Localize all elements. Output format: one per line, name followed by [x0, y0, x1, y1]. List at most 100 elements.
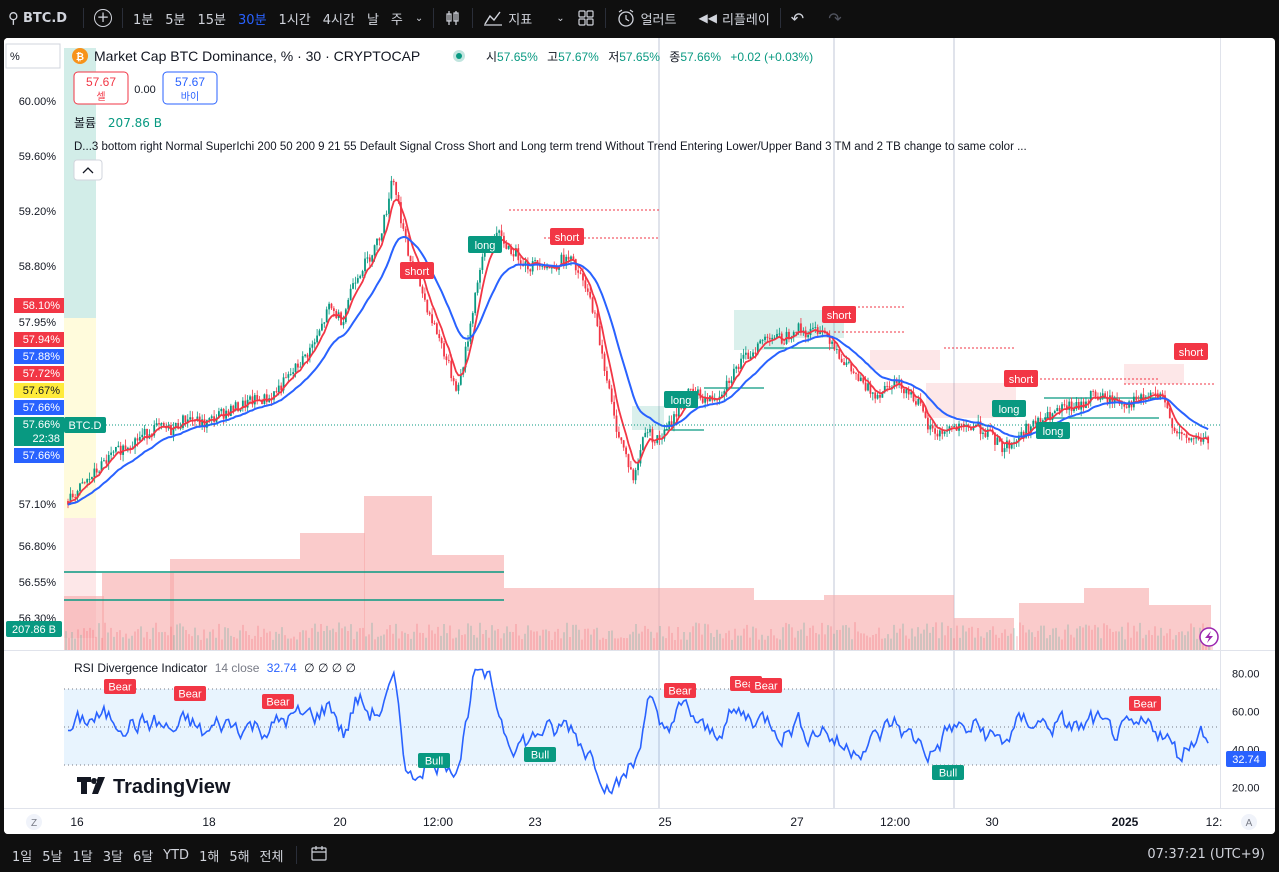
range-5d[interactable]: 5날	[42, 849, 63, 865]
redo-button[interactable]: ↷	[822, 0, 847, 36]
rsi-label-box	[262, 694, 294, 709]
range-3m[interactable]: 3달	[102, 849, 123, 865]
candle-body	[100, 461, 103, 472]
range-ytd[interactable]: YTD	[163, 847, 190, 863]
candle-body	[835, 349, 838, 350]
rsi-label-bull: Bull	[425, 756, 443, 768]
candle-body	[81, 482, 84, 484]
candle-body	[938, 430, 941, 437]
price-badge-text: 57.66%	[23, 450, 61, 462]
signal-label-box	[664, 391, 698, 408]
range-6m[interactable]: 6달	[132, 849, 154, 865]
volume-tag-text: 207.86 B	[12, 624, 56, 636]
candle-body	[244, 400, 247, 408]
volume-legend[interactable]: 볼륨 207.86 B	[74, 116, 162, 130]
candle-body	[879, 394, 881, 398]
candle-body	[1185, 434, 1188, 438]
rsi-tick: 20.00	[1232, 783, 1260, 795]
candle-body	[550, 267, 553, 269]
rsi-title: RSI Divergence Indicator	[74, 661, 207, 675]
candle-body	[1101, 393, 1104, 397]
candle-body	[986, 429, 989, 437]
candle-body	[572, 256, 575, 260]
interval-4h[interactable]: 4시간	[322, 12, 355, 28]
candle-body	[634, 470, 637, 481]
interval-15m[interactable]: 15분	[197, 12, 227, 28]
indicator-legend[interactable]: D...3 bottom right Normal SuperIchi 200 …	[74, 141, 1027, 153]
indicators-button[interactable]: 지표	[477, 0, 538, 36]
interval-30m[interactable]: 30분	[238, 12, 267, 28]
candle-body	[888, 386, 891, 388]
candle-body	[871, 392, 874, 394]
candle-body	[67, 501, 69, 505]
candle-body	[843, 362, 845, 366]
interval-dropdown[interactable]: ⌄	[409, 0, 429, 36]
indicators-label: 지표	[508, 12, 533, 28]
clock[interactable]: 07:37:21 (UTC+9)	[1147, 847, 1265, 862]
interval-day[interactable]: 날	[366, 12, 379, 28]
chevron-down-icon: ⌄	[556, 12, 565, 24]
rsi-legend[interactable]: RSI Divergence Indicator 14 close 32.74 …	[74, 661, 356, 675]
range-1d[interactable]: 1일	[12, 849, 33, 865]
alert-button[interactable]: 얼러트	[610, 0, 683, 36]
candle-body	[1183, 434, 1186, 435]
date-range-button[interactable]	[305, 844, 333, 866]
undo-button[interactable]: ↶	[785, 0, 810, 36]
candle-body	[543, 266, 546, 269]
candle-body	[768, 337, 771, 340]
axis-corner-left-label: Z	[31, 818, 37, 829]
lightning-icon[interactable]	[1199, 627, 1219, 647]
layout-button[interactable]	[571, 0, 601, 36]
candle-body	[613, 401, 616, 416]
interval-week[interactable]: 주	[390, 12, 403, 28]
chart-type-button[interactable]	[438, 0, 468, 36]
candle-body	[742, 354, 745, 359]
scale-mode-box[interactable]: %	[5, 43, 61, 69]
signal-label-box	[400, 262, 434, 279]
candle-body	[1166, 402, 1169, 409]
candle-body	[186, 419, 189, 423]
candle-body	[859, 377, 862, 382]
signal-label-box	[468, 236, 502, 253]
range-1y[interactable]: 1해	[199, 849, 220, 865]
chart-panel[interactable]: short long short short long short long short lon…	[4, 38, 1275, 834]
compare-button[interactable]: +	[88, 0, 118, 36]
collapse-legend-button[interactable]	[73, 159, 103, 181]
replay-button[interactable]: ◀◀ 리플레이	[692, 0, 775, 36]
candle-body	[807, 335, 810, 338]
time-tick: 18	[202, 815, 216, 829]
legend-title[interactable]: Market Cap BTC Dominance, % · 30 · CRYPT…	[94, 48, 420, 64]
symbol-search[interactable]: ⚲ BTC.D	[0, 0, 73, 36]
axis-corner-left[interactable]: Z	[26, 814, 42, 830]
tradingview-logo[interactable]: TradingView	[77, 776, 231, 798]
interval-1h[interactable]: 1시간	[278, 12, 311, 28]
axis-corner-right[interactable]: A	[1241, 814, 1257, 830]
candle-body	[910, 392, 913, 395]
candle-body	[737, 366, 740, 370]
candle-body	[232, 405, 235, 411]
candle-body	[1106, 397, 1109, 404]
candle-body	[241, 400, 244, 409]
range-1m[interactable]: 1달	[72, 849, 93, 865]
axis-corner-right-label: A	[1246, 818, 1253, 829]
candle-body	[361, 271, 364, 276]
rsi-tick: 60.00	[1232, 706, 1260, 718]
indicators-dropdown[interactable]: ⌄	[538, 0, 570, 36]
candle-body	[275, 391, 278, 393]
time-tick: 20	[333, 815, 347, 829]
candle-body	[1149, 392, 1152, 397]
buy-button[interactable]: 57.67 바이	[162, 71, 218, 105]
chart-canvas[interactable]: short long short short long short long short lon…	[4, 38, 1275, 834]
sell-button[interactable]: 57.67 셀	[73, 71, 129, 105]
signal-label-box	[822, 306, 856, 323]
candle-body	[445, 356, 448, 360]
candle-body	[213, 416, 216, 422]
range-5y[interactable]: 5해	[229, 849, 250, 865]
candle-body	[234, 402, 237, 411]
interval-5m[interactable]: 5분	[165, 12, 186, 28]
range-all[interactable]: 전체	[259, 849, 284, 865]
candle-body	[115, 447, 117, 452]
interval-1m[interactable]: 1분	[133, 12, 154, 28]
rsi-label-bear: Bear	[754, 681, 778, 693]
candle-body	[83, 482, 86, 484]
